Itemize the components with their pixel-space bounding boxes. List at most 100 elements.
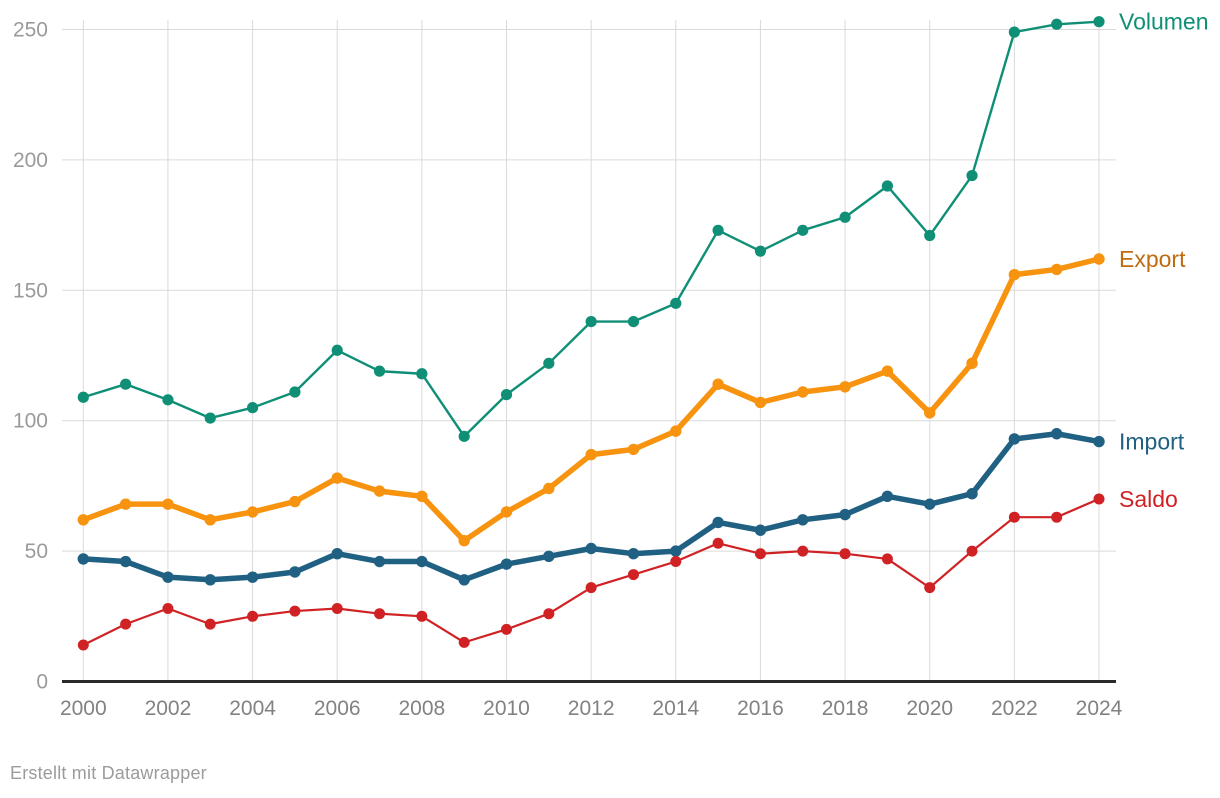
point-export-2000 bbox=[77, 514, 90, 526]
point-volumen-2000 bbox=[77, 391, 89, 403]
point-volumen-2010 bbox=[500, 389, 513, 401]
point-saldo-2009 bbox=[458, 636, 470, 648]
point-import-2011 bbox=[543, 550, 555, 563]
point-saldo-2021 bbox=[966, 545, 978, 557]
trade-line-chart: 2000 2002 2004 2006 2008 2010 2012 2014 2016 2018… bbox=[13, 9, 1209, 720]
point-export-2014 bbox=[670, 425, 682, 437]
x-axis-label-2010: 2010 bbox=[483, 697, 530, 720]
point-import-2009 bbox=[458, 574, 470, 586]
y-axis-label-200: 200 bbox=[13, 149, 48, 172]
point-volumen-2022 bbox=[1008, 26, 1020, 38]
point-volumen-2015 bbox=[712, 224, 724, 236]
x-axis-label-2024: 2024 bbox=[1076, 697, 1123, 720]
point-saldo-2022 bbox=[1008, 511, 1020, 523]
point-volumen-2024 bbox=[1093, 16, 1105, 28]
point-volumen-2020 bbox=[924, 229, 936, 242]
point-import-2005 bbox=[289, 566, 301, 578]
point-import-2014 bbox=[670, 545, 682, 557]
point-volumen-2001 bbox=[120, 378, 132, 390]
series-label-volumen: Volumen bbox=[1119, 9, 1209, 35]
y-axis-label-150: 150 bbox=[13, 279, 48, 302]
point-import-2023 bbox=[1050, 428, 1063, 440]
point-import-2007 bbox=[373, 555, 386, 568]
point-export-2012 bbox=[585, 448, 597, 461]
point-volumen-2009 bbox=[458, 430, 470, 442]
point-import-2004 bbox=[246, 571, 259, 583]
point-export-2005 bbox=[289, 495, 301, 508]
x-axis-label-2008: 2008 bbox=[399, 697, 446, 720]
point-volumen-2018 bbox=[839, 211, 851, 223]
point-export-2001 bbox=[119, 498, 132, 510]
point-export-2007 bbox=[373, 485, 386, 497]
point-volumen-2016 bbox=[754, 245, 767, 257]
point-saldo-2011 bbox=[543, 608, 555, 620]
point-import-2012 bbox=[585, 542, 597, 555]
point-import-2015 bbox=[712, 516, 724, 529]
point-export-2018 bbox=[839, 381, 851, 393]
point-export-2011 bbox=[543, 482, 555, 495]
x-axis-label-2020: 2020 bbox=[906, 697, 953, 720]
point-export-2024 bbox=[1093, 253, 1105, 265]
point-import-2016 bbox=[754, 524, 767, 536]
point-import-2020 bbox=[924, 498, 936, 510]
y-axis-label-250: 250 bbox=[13, 19, 48, 42]
point-saldo-2008 bbox=[416, 610, 428, 622]
point-saldo-2023 bbox=[1051, 511, 1063, 523]
y-axis-label-50: 50 bbox=[25, 540, 48, 563]
point-saldo-2000 bbox=[77, 639, 89, 651]
datawrapper-credit: Erstellt mit Datawrapper bbox=[10, 763, 207, 783]
point-saldo-2006 bbox=[331, 602, 343, 614]
point-volumen-2007 bbox=[373, 365, 386, 377]
x-axis-label-2000: 2000 bbox=[60, 697, 107, 720]
point-saldo-2003 bbox=[204, 618, 216, 630]
y-axis-label-0: 0 bbox=[36, 671, 48, 694]
point-import-2000 bbox=[77, 553, 90, 565]
x-axis-label-2004: 2004 bbox=[229, 697, 276, 720]
point-volumen-2014 bbox=[670, 297, 682, 309]
point-import-2022 bbox=[1008, 433, 1021, 445]
point-export-2008 bbox=[416, 490, 428, 503]
x-axis-label-2002: 2002 bbox=[145, 697, 192, 720]
point-volumen-2008 bbox=[416, 368, 428, 380]
point-export-2019 bbox=[881, 365, 894, 377]
point-saldo-2017 bbox=[797, 545, 809, 557]
point-export-2017 bbox=[797, 386, 809, 398]
point-saldo-2005 bbox=[289, 605, 301, 617]
point-volumen-2004 bbox=[246, 402, 259, 414]
point-saldo-2007 bbox=[374, 608, 386, 620]
point-export-2023 bbox=[1050, 263, 1063, 276]
point-saldo-2002 bbox=[162, 602, 174, 614]
point-export-2002 bbox=[162, 498, 174, 510]
series-label-import: Import bbox=[1119, 429, 1185, 455]
point-export-2021 bbox=[966, 357, 978, 370]
point-export-2016 bbox=[754, 396, 767, 409]
point-import-2006 bbox=[331, 548, 343, 560]
point-import-2017 bbox=[797, 514, 809, 526]
x-axis-label-2016: 2016 bbox=[737, 697, 784, 720]
point-import-2002 bbox=[162, 571, 174, 583]
point-volumen-2019 bbox=[881, 180, 893, 192]
point-import-2013 bbox=[627, 548, 640, 560]
point-saldo-2019 bbox=[881, 553, 893, 565]
point-volumen-2023 bbox=[1051, 18, 1063, 30]
point-export-2009 bbox=[458, 534, 470, 547]
point-saldo-2013 bbox=[627, 569, 639, 581]
point-export-2004 bbox=[246, 506, 259, 518]
point-export-2013 bbox=[627, 443, 640, 456]
point-volumen-2002 bbox=[162, 394, 174, 406]
point-import-2003 bbox=[204, 574, 216, 586]
point-import-2008 bbox=[416, 555, 428, 568]
point-export-2015 bbox=[712, 378, 724, 390]
point-import-2018 bbox=[839, 508, 851, 521]
point-export-2010 bbox=[500, 506, 513, 518]
point-volumen-2012 bbox=[585, 315, 597, 328]
point-volumen-2006 bbox=[331, 344, 343, 356]
point-saldo-2024 bbox=[1093, 493, 1105, 505]
point-volumen-2005 bbox=[289, 386, 301, 398]
point-import-2019 bbox=[881, 490, 894, 503]
point-saldo-2020 bbox=[924, 582, 936, 594]
x-axis-label-2022: 2022 bbox=[991, 697, 1038, 720]
series-label-export: Export bbox=[1119, 246, 1186, 272]
point-saldo-2004 bbox=[247, 610, 259, 622]
